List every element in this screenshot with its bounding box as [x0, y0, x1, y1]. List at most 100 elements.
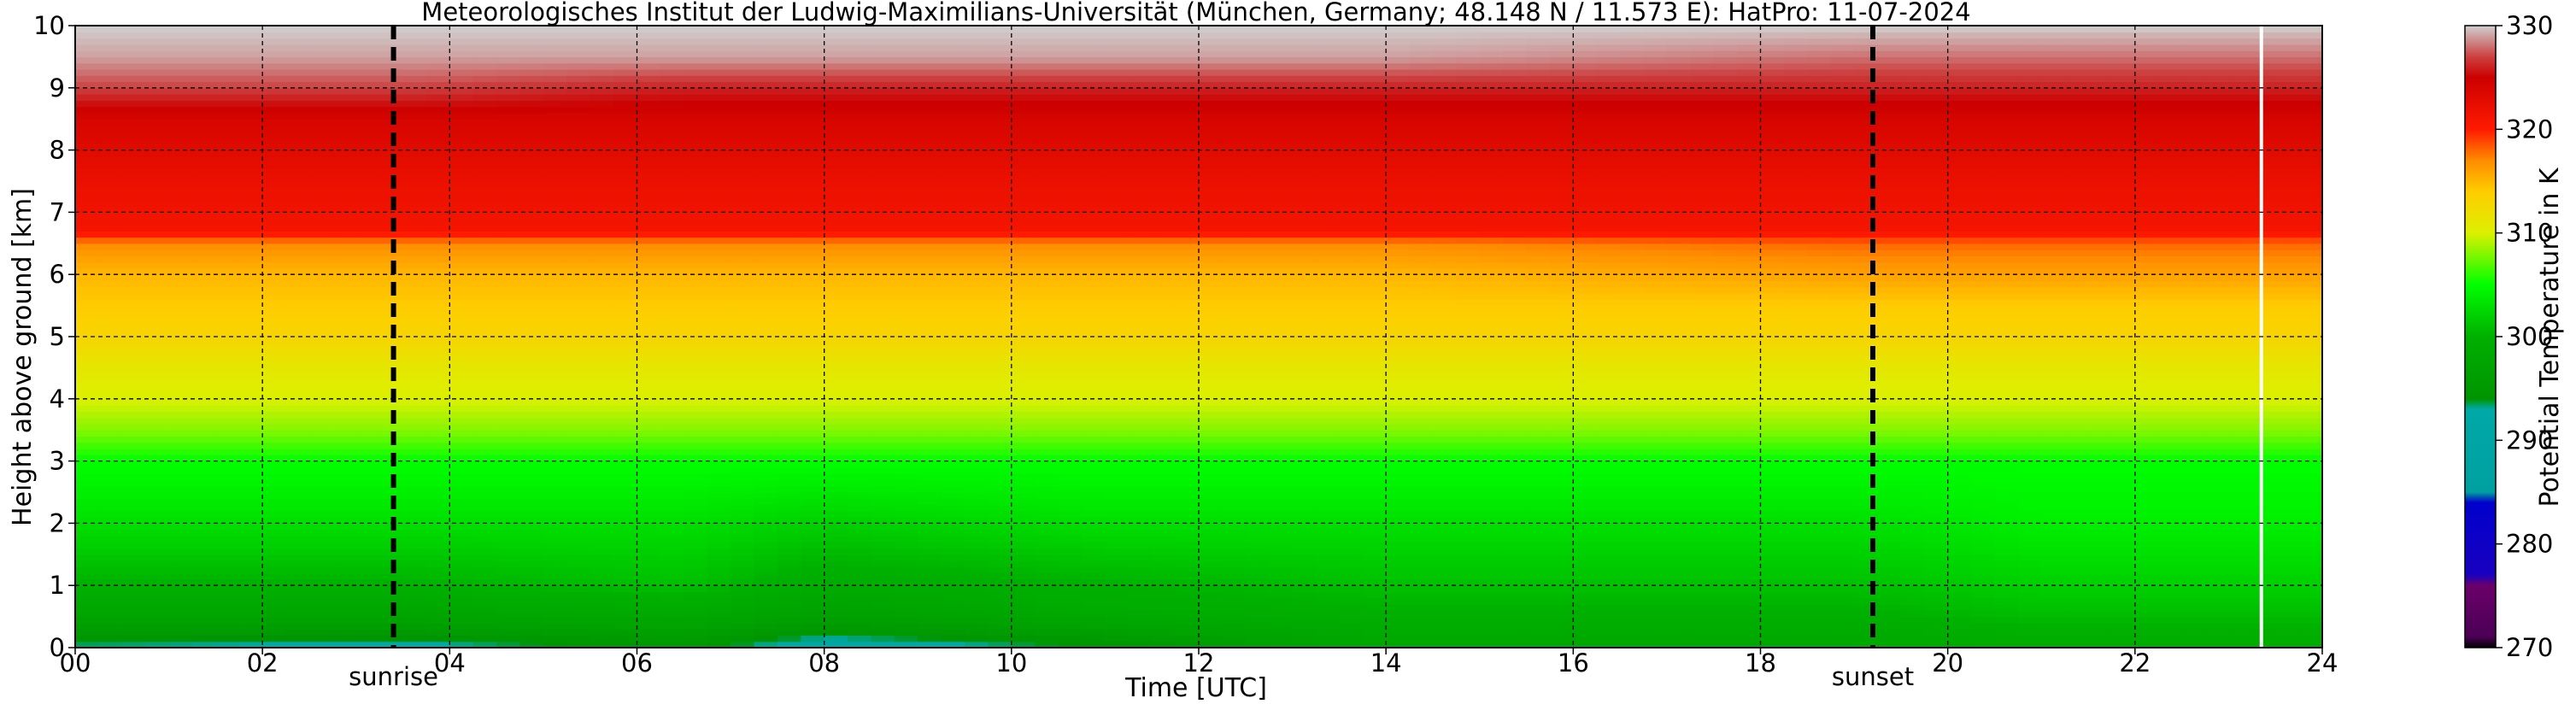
heatmap-cell	[1175, 529, 1200, 537]
heatmap-cell	[684, 32, 708, 39]
heatmap-cell	[731, 361, 755, 368]
heatmap-cell	[707, 62, 731, 70]
heatmap-cell	[613, 231, 638, 238]
heatmap-cell	[777, 423, 801, 431]
heatmap-cell	[355, 106, 380, 114]
heatmap-cell	[1152, 218, 1177, 226]
heatmap-cell	[918, 367, 942, 375]
heatmap-cell	[965, 566, 989, 574]
heatmap-cell	[566, 212, 591, 220]
heatmap-cell	[355, 32, 380, 39]
heatmap-cell	[425, 293, 450, 300]
heatmap-cell	[121, 243, 146, 250]
heatmap-cell	[121, 398, 146, 406]
heatmap-cell	[613, 330, 638, 337]
heatmap-cell	[308, 38, 333, 45]
heatmap-cell	[707, 542, 731, 549]
heatmap-cell	[1011, 560, 1036, 567]
heatmap-cell	[637, 504, 661, 512]
heatmap-cell	[684, 337, 708, 343]
heatmap-cell	[684, 523, 708, 531]
heatmap-cell	[777, 112, 801, 120]
heatmap-cell	[238, 548, 263, 555]
heatmap-cell	[543, 168, 567, 176]
heatmap-cell	[191, 405, 216, 412]
heatmap-cell	[1152, 224, 1177, 232]
heatmap-cell	[238, 286, 263, 294]
heatmap-cell	[824, 529, 848, 537]
heatmap-cell	[848, 492, 872, 499]
heatmap-cell	[1105, 119, 1130, 126]
heatmap-cell	[215, 405, 240, 412]
heatmap-cell	[519, 199, 544, 207]
heatmap-cell	[1105, 442, 1130, 449]
heatmap-cell	[496, 299, 521, 307]
heatmap-cell	[262, 150, 287, 157]
heatmap-cell	[262, 436, 287, 443]
heatmap-cell	[98, 150, 123, 157]
heatmap-cell	[98, 324, 123, 331]
heatmap-cell	[332, 548, 357, 555]
heatmap-cell	[590, 206, 614, 213]
heatmap-cell	[918, 155, 942, 163]
heatmap-cell	[75, 461, 99, 468]
heatmap-cell	[566, 517, 591, 524]
heatmap-cell	[1058, 591, 1083, 599]
heatmap-cell	[168, 293, 193, 300]
heatmap-cell	[1035, 585, 1059, 593]
heatmap-cell	[988, 379, 1012, 387]
heatmap-cell	[684, 231, 708, 238]
heatmap-cell	[707, 423, 731, 431]
heatmap-cell	[801, 405, 825, 412]
heatmap-cell	[145, 168, 170, 176]
heatmap-cell	[707, 100, 731, 108]
heatmap-cell	[1082, 554, 1106, 561]
heatmap-cell	[1035, 485, 1059, 493]
heatmap-cell	[1011, 504, 1036, 512]
heatmap-cell	[1082, 473, 1106, 481]
heatmap-cell	[1175, 324, 1200, 331]
heatmap-cell	[941, 62, 965, 70]
heatmap-cell	[660, 455, 684, 462]
heatmap-cell	[168, 455, 193, 462]
heatmap-cell	[238, 100, 263, 108]
heatmap-cell	[262, 26, 287, 32]
heatmap-cell	[145, 318, 170, 326]
heatmap-cell	[496, 479, 521, 487]
heatmap-cell	[894, 212, 918, 220]
heatmap-cell	[98, 479, 123, 487]
heatmap-cell	[754, 535, 778, 543]
heatmap-cell	[1105, 417, 1130, 425]
heatmap-cell	[168, 641, 193, 648]
heatmap-cell	[613, 144, 638, 151]
heatmap-cell	[519, 442, 544, 449]
heatmap-cell	[191, 231, 216, 238]
heatmap-cell	[1011, 610, 1036, 618]
heatmap-cell	[871, 542, 895, 549]
heatmap-cell	[941, 343, 965, 350]
heatmap-cell	[262, 181, 287, 188]
heatmap-cell	[121, 237, 146, 244]
heatmap-cell	[637, 411, 661, 419]
heatmap-cell	[285, 212, 310, 220]
heatmap-cell	[355, 44, 380, 51]
heatmap-cell	[613, 535, 638, 543]
heatmap-cell	[1011, 430, 1036, 437]
heatmap-cell	[121, 162, 146, 170]
heatmap-cell	[215, 566, 240, 574]
heatmap-cell	[1222, 155, 1247, 163]
heatmap-cell	[402, 442, 427, 449]
heatmap-cell	[1199, 436, 1223, 443]
heatmap-cell	[379, 212, 404, 220]
heatmap-cell	[824, 405, 848, 412]
heatmap-cell	[801, 473, 825, 481]
heatmap-cell	[168, 560, 193, 567]
heatmap-cell	[1035, 529, 1059, 537]
heatmap-cell	[918, 32, 942, 39]
heatmap-cell	[121, 231, 146, 238]
heatmap-cell	[1199, 155, 1223, 163]
heatmap-cell	[684, 379, 708, 387]
heatmap-cell	[238, 318, 263, 326]
heatmap-cell	[308, 578, 333, 586]
heatmap-cell	[519, 498, 544, 506]
